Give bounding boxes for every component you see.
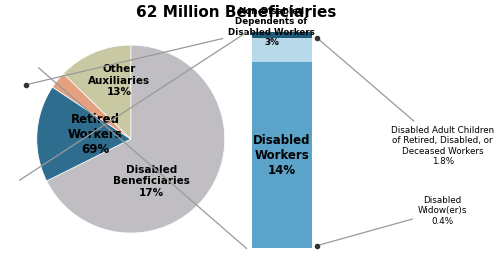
Bar xyxy=(252,38,311,62)
Text: Disabled Adult Children
of Retired, Disabled, or
Deceased Workers
1.8%: Disabled Adult Children of Retired, Disa… xyxy=(319,39,494,166)
Text: Other
Auxiliaries
13%: Other Auxiliaries 13% xyxy=(89,64,150,97)
Wedge shape xyxy=(63,45,131,139)
Bar xyxy=(252,62,311,248)
Wedge shape xyxy=(47,45,225,233)
Text: Disabled
Widow(er)s
0.4%: Disabled Widow(er)s 0.4% xyxy=(319,196,467,245)
Text: Non-Disabled
Dependents of
Disabled Workers
3%: Non-Disabled Dependents of Disabled Work… xyxy=(29,7,315,84)
Text: Disabled
Beneficiaries
17%: Disabled Beneficiaries 17% xyxy=(113,165,190,198)
Text: Disabled
Workers
14%: Disabled Workers 14% xyxy=(253,134,310,177)
Text: 62 Million Beneficiaries: 62 Million Beneficiaries xyxy=(136,5,337,21)
Bar xyxy=(252,32,311,38)
Text: Retired
Workers
69%: Retired Workers 69% xyxy=(68,113,122,156)
Wedge shape xyxy=(37,87,131,181)
Wedge shape xyxy=(52,74,131,139)
